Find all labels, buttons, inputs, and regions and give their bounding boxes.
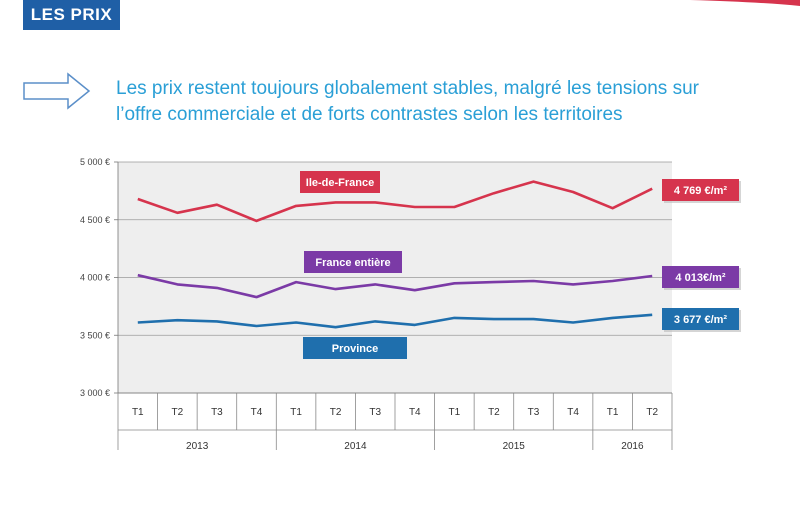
x-tick-label-year: 2013 xyxy=(186,441,209,450)
series-name-label-ile-de-france: Ile-de-France xyxy=(306,177,374,189)
x-tick-label-quarter: T2 xyxy=(172,407,184,418)
price-line-chart: 3 000 € 3 500 € 4 000 € 4 500 € 5 000 € T1 T2 T… xyxy=(80,157,741,450)
right-arrow-outline-icon xyxy=(23,72,91,110)
end-value-label-ile-de-france: 4 769 €/m² xyxy=(674,185,728,197)
x-tick-label-quarter: T2 xyxy=(330,407,342,418)
series-line-france-entiere xyxy=(137,273,653,299)
series-line-province xyxy=(137,313,653,329)
x-tick-label-quarter: T2 xyxy=(488,407,500,418)
series-name-box-france-entiere xyxy=(304,251,402,273)
top-decoration-stripe xyxy=(690,0,800,6)
x-tick-label-quarter: T1 xyxy=(449,407,461,418)
x-tick-label-quarter: T1 xyxy=(607,407,619,418)
x-tick-label-quarter: T2 xyxy=(646,407,658,418)
x-tick-label-quarter: T3 xyxy=(211,407,223,418)
x-tick-label-year: 2015 xyxy=(503,441,526,450)
x-tick-label-quarter: T4 xyxy=(251,407,263,418)
x-tick-label-quarter: T1 xyxy=(290,407,302,418)
end-value-label-france-entiere: 4 013€/m² xyxy=(675,272,725,284)
series-name-box-province xyxy=(303,337,407,359)
series-name-box-ile-de-france xyxy=(300,171,380,193)
series-name-label-province: Province xyxy=(332,343,378,355)
x-tick-label-quarter: T1 xyxy=(132,407,144,418)
series-line-ile-de-france xyxy=(137,180,653,223)
headline-line-1: Les prix restent toujours globalement st… xyxy=(116,78,699,99)
headline: Les prix restent toujours globalement st… xyxy=(116,76,776,128)
x-tick-label-quarter: T4 xyxy=(567,407,579,418)
end-value-box-ile-de-france xyxy=(662,179,739,201)
y-tick-label: 4 500 € xyxy=(80,215,110,225)
series-name-label-france-entiere: France entière xyxy=(315,257,390,269)
y-tick-label: 3 000 € xyxy=(80,388,110,398)
end-value-box-france-entiere xyxy=(662,266,739,288)
x-tick-label-quarter: T4 xyxy=(409,407,421,418)
y-tick-label: 3 500 € xyxy=(80,330,110,340)
x-tick-label-year: 2016 xyxy=(621,441,644,450)
y-tick-label: 5 000 € xyxy=(80,157,110,167)
x-tick-label-year: 2014 xyxy=(344,441,367,450)
x-tick-label-quarter: T3 xyxy=(528,407,540,418)
section-tag: LES PRIX xyxy=(23,0,120,30)
y-tick-label: 4 000 € xyxy=(80,273,110,283)
headline-line-2: l’offre commerciale et de forts contrast… xyxy=(116,104,623,125)
end-value-label-province: 3 677 €/m² xyxy=(674,314,728,326)
end-value-box-province xyxy=(662,308,739,330)
x-tick-label-quarter: T3 xyxy=(369,407,381,418)
